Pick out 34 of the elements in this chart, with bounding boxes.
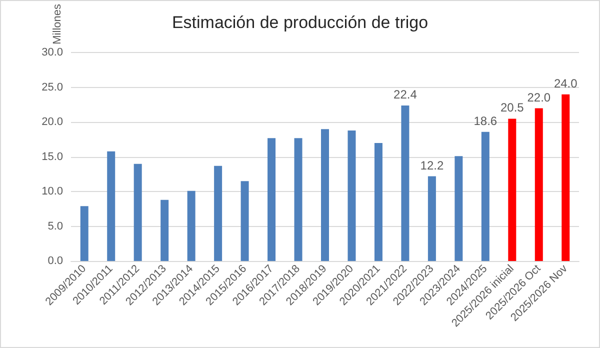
data-label: 22.0 — [527, 90, 551, 104]
data-label: 12.2 — [420, 158, 444, 172]
bar — [481, 132, 490, 261]
y-tick-label: 20.0 — [42, 116, 63, 128]
y-tick-label: 15.0 — [42, 150, 63, 163]
bar — [534, 108, 543, 261]
bar — [401, 106, 410, 261]
y-tick-label: 25.0 — [42, 81, 63, 94]
bar — [214, 166, 222, 261]
bar — [508, 118, 516, 261]
y-tick-label: 30.0 — [42, 46, 63, 59]
bar — [562, 94, 570, 261]
bar — [321, 129, 329, 261]
y-tick-label: 0.0 — [48, 255, 63, 267]
bar — [240, 181, 249, 261]
data-label: 24.0 — [554, 76, 578, 90]
bar — [187, 190, 196, 261]
bar — [134, 164, 142, 261]
data-label: 22.4 — [394, 88, 418, 102]
bar — [454, 156, 463, 261]
bar — [294, 138, 302, 261]
chart-title: Estimación de producción de trigo — [172, 13, 428, 32]
data-label: 18.6 — [474, 114, 498, 128]
bar — [374, 142, 382, 261]
bar — [160, 200, 169, 261]
bar — [107, 151, 116, 261]
y-axis-title: Millones — [52, 4, 64, 44]
data-label: 20.5 — [500, 100, 524, 115]
bar — [80, 206, 88, 261]
bar — [428, 176, 436, 261]
y-tick-label: 10.0 — [42, 186, 63, 198]
bar — [268, 138, 276, 261]
y-tick-label: 5.0 — [48, 220, 63, 232]
bar — [348, 130, 356, 261]
